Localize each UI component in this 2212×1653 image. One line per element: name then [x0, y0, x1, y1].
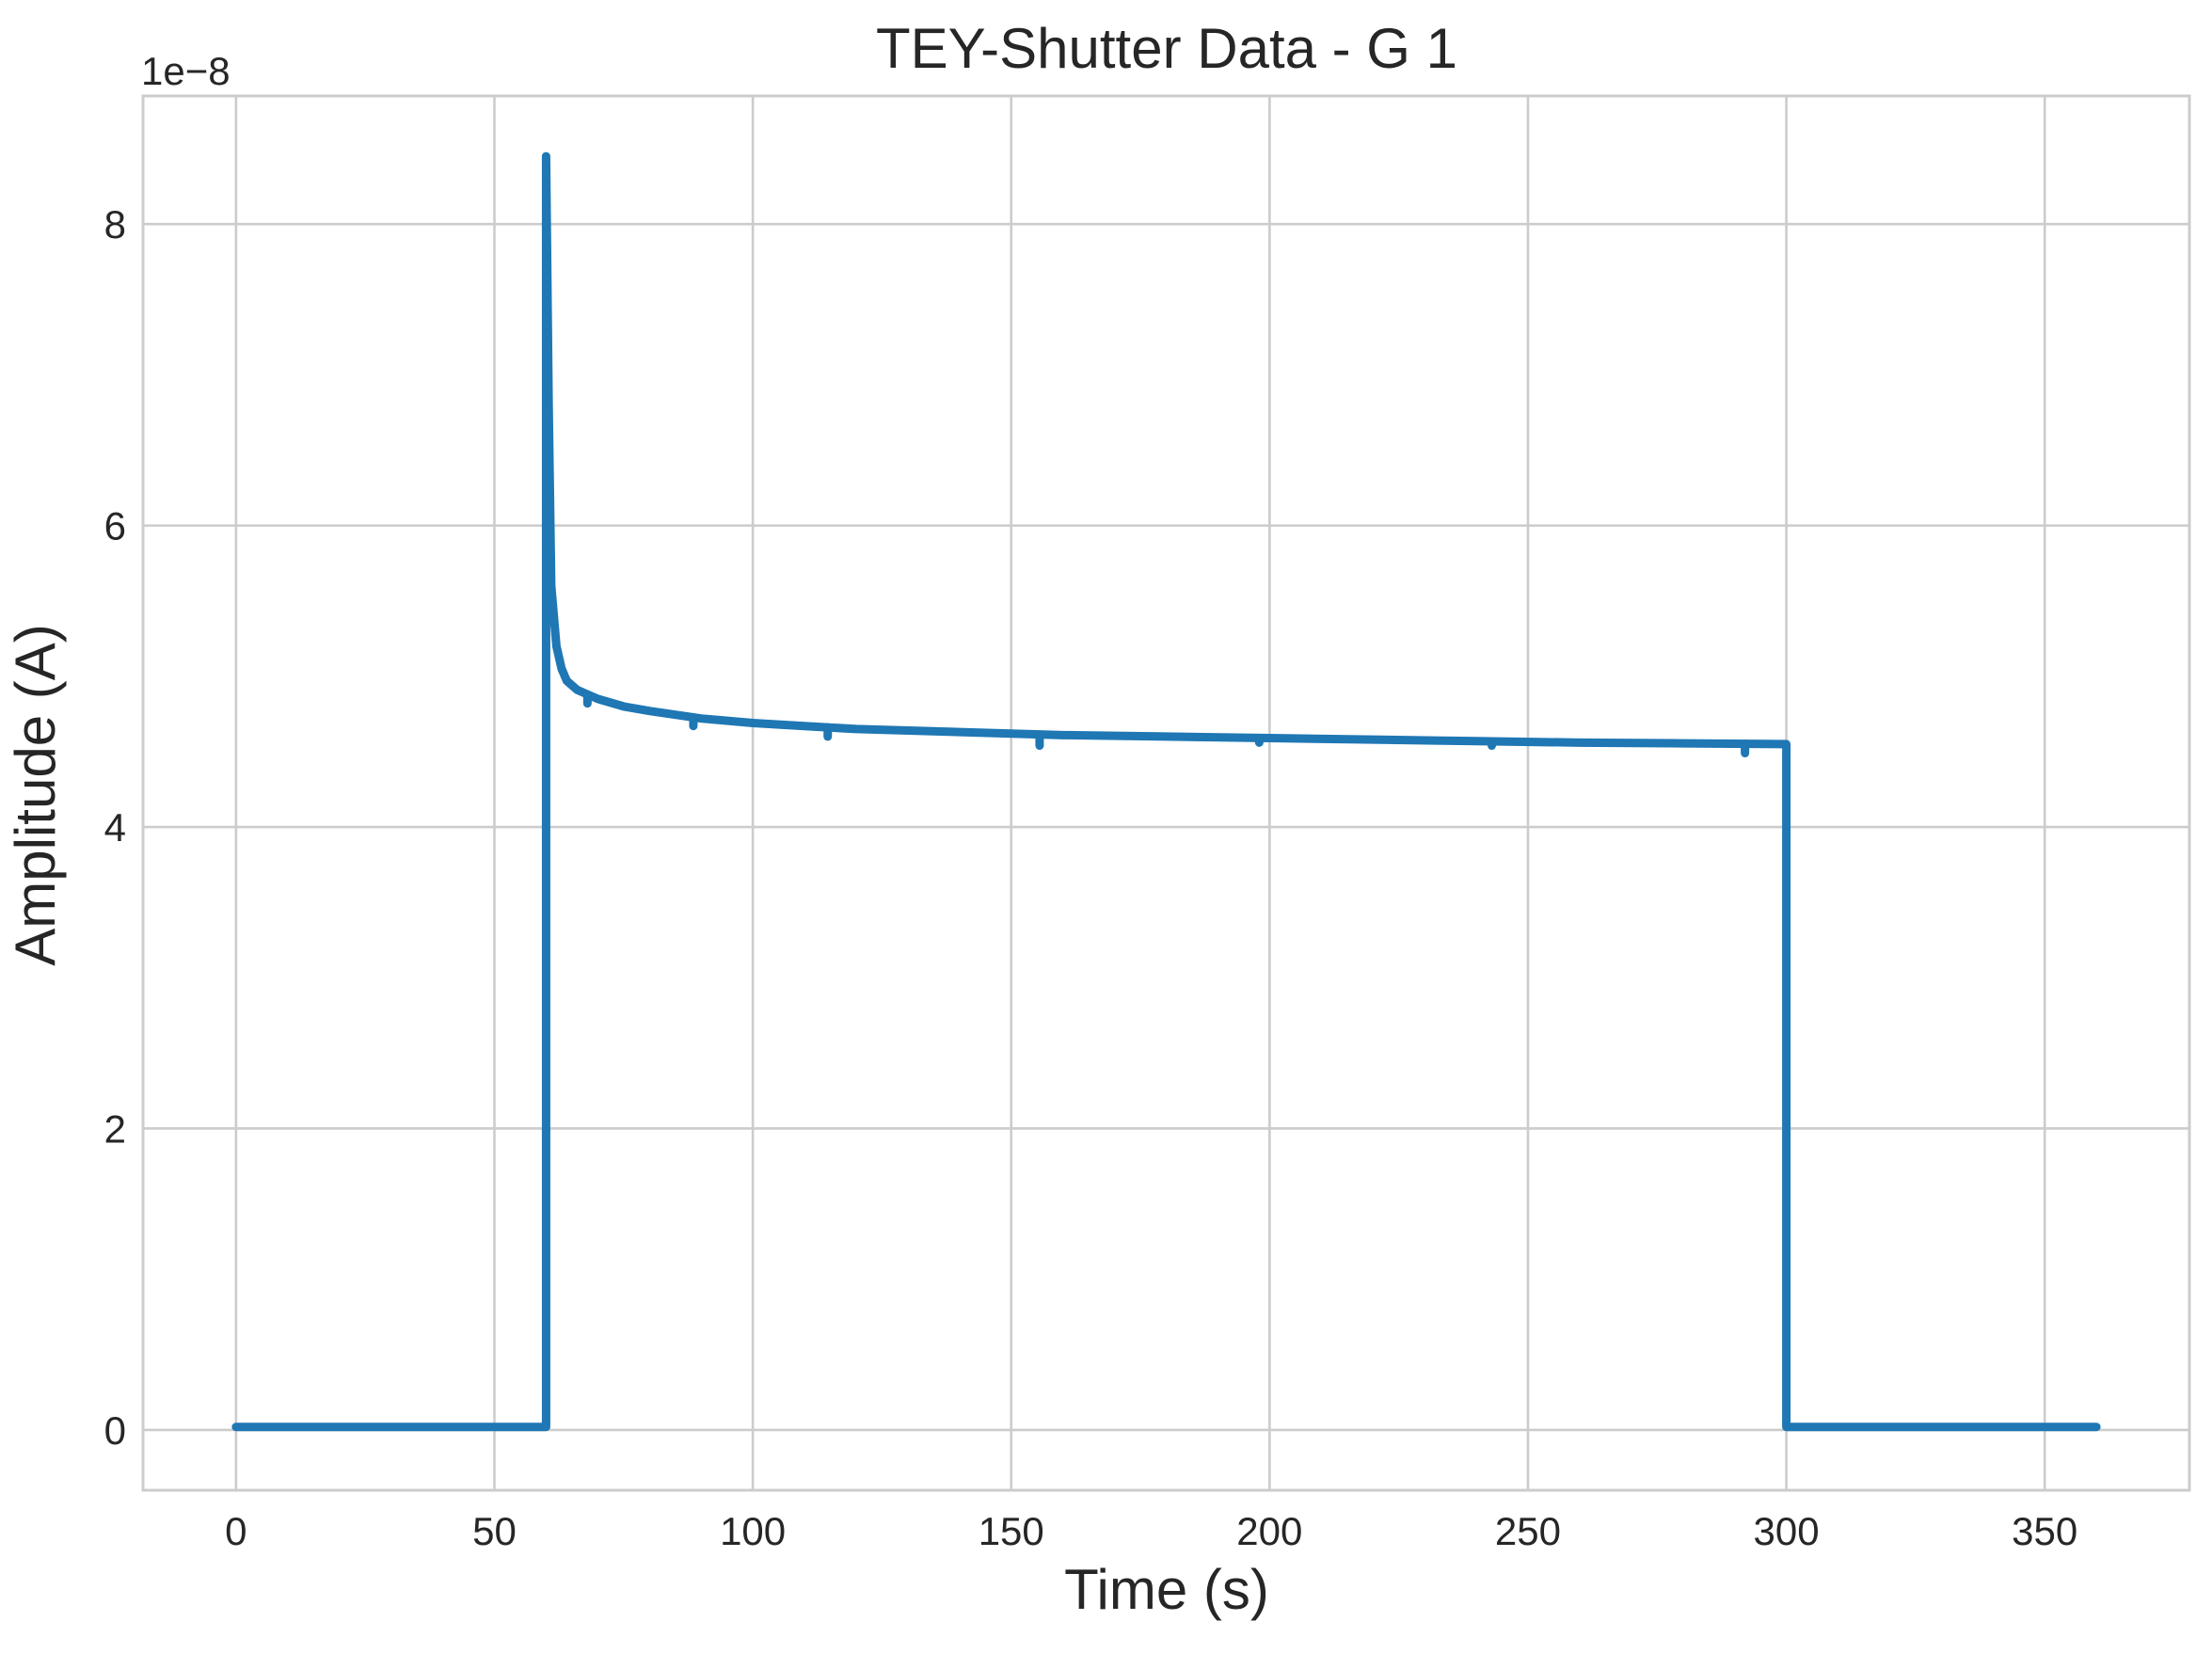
tick-label-layer: 0 50 100 150 200 250 300 350 0 2 4 6 8 — [104, 202, 2078, 1553]
y-tick-label: 8 — [104, 202, 126, 246]
plot-frame — [141, 94, 2191, 1492]
chart-title: TEY-Shutter Data - G 1 — [876, 17, 1457, 80]
x-tick-label: 200 — [1236, 1509, 1302, 1553]
y-tick-label: 2 — [104, 1106, 126, 1151]
x-tick-label: 0 — [225, 1509, 247, 1553]
x-tick-label: 150 — [979, 1509, 1044, 1553]
y-tick-label: 4 — [104, 805, 126, 850]
x-tick-label: 100 — [720, 1509, 786, 1553]
series-line — [231, 151, 2101, 1432]
series-layer — [231, 151, 2101, 1432]
y-axis-offset-text: 1e−8 — [141, 49, 231, 93]
grid-layer — [143, 96, 2189, 1490]
x-tick-label: 350 — [2012, 1509, 2077, 1553]
x-tick-label: 300 — [1754, 1509, 1820, 1553]
y-tick-label: 6 — [104, 504, 126, 548]
frame-layer — [141, 94, 2191, 1492]
x-axis-label: Time (s) — [1064, 1558, 1269, 1621]
y-axis-label: Amplitude (A) — [4, 624, 67, 965]
x-tick-label: 50 — [472, 1509, 517, 1553]
y-tick-label: 0 — [104, 1408, 126, 1453]
x-tick-label: 250 — [1495, 1509, 1561, 1553]
